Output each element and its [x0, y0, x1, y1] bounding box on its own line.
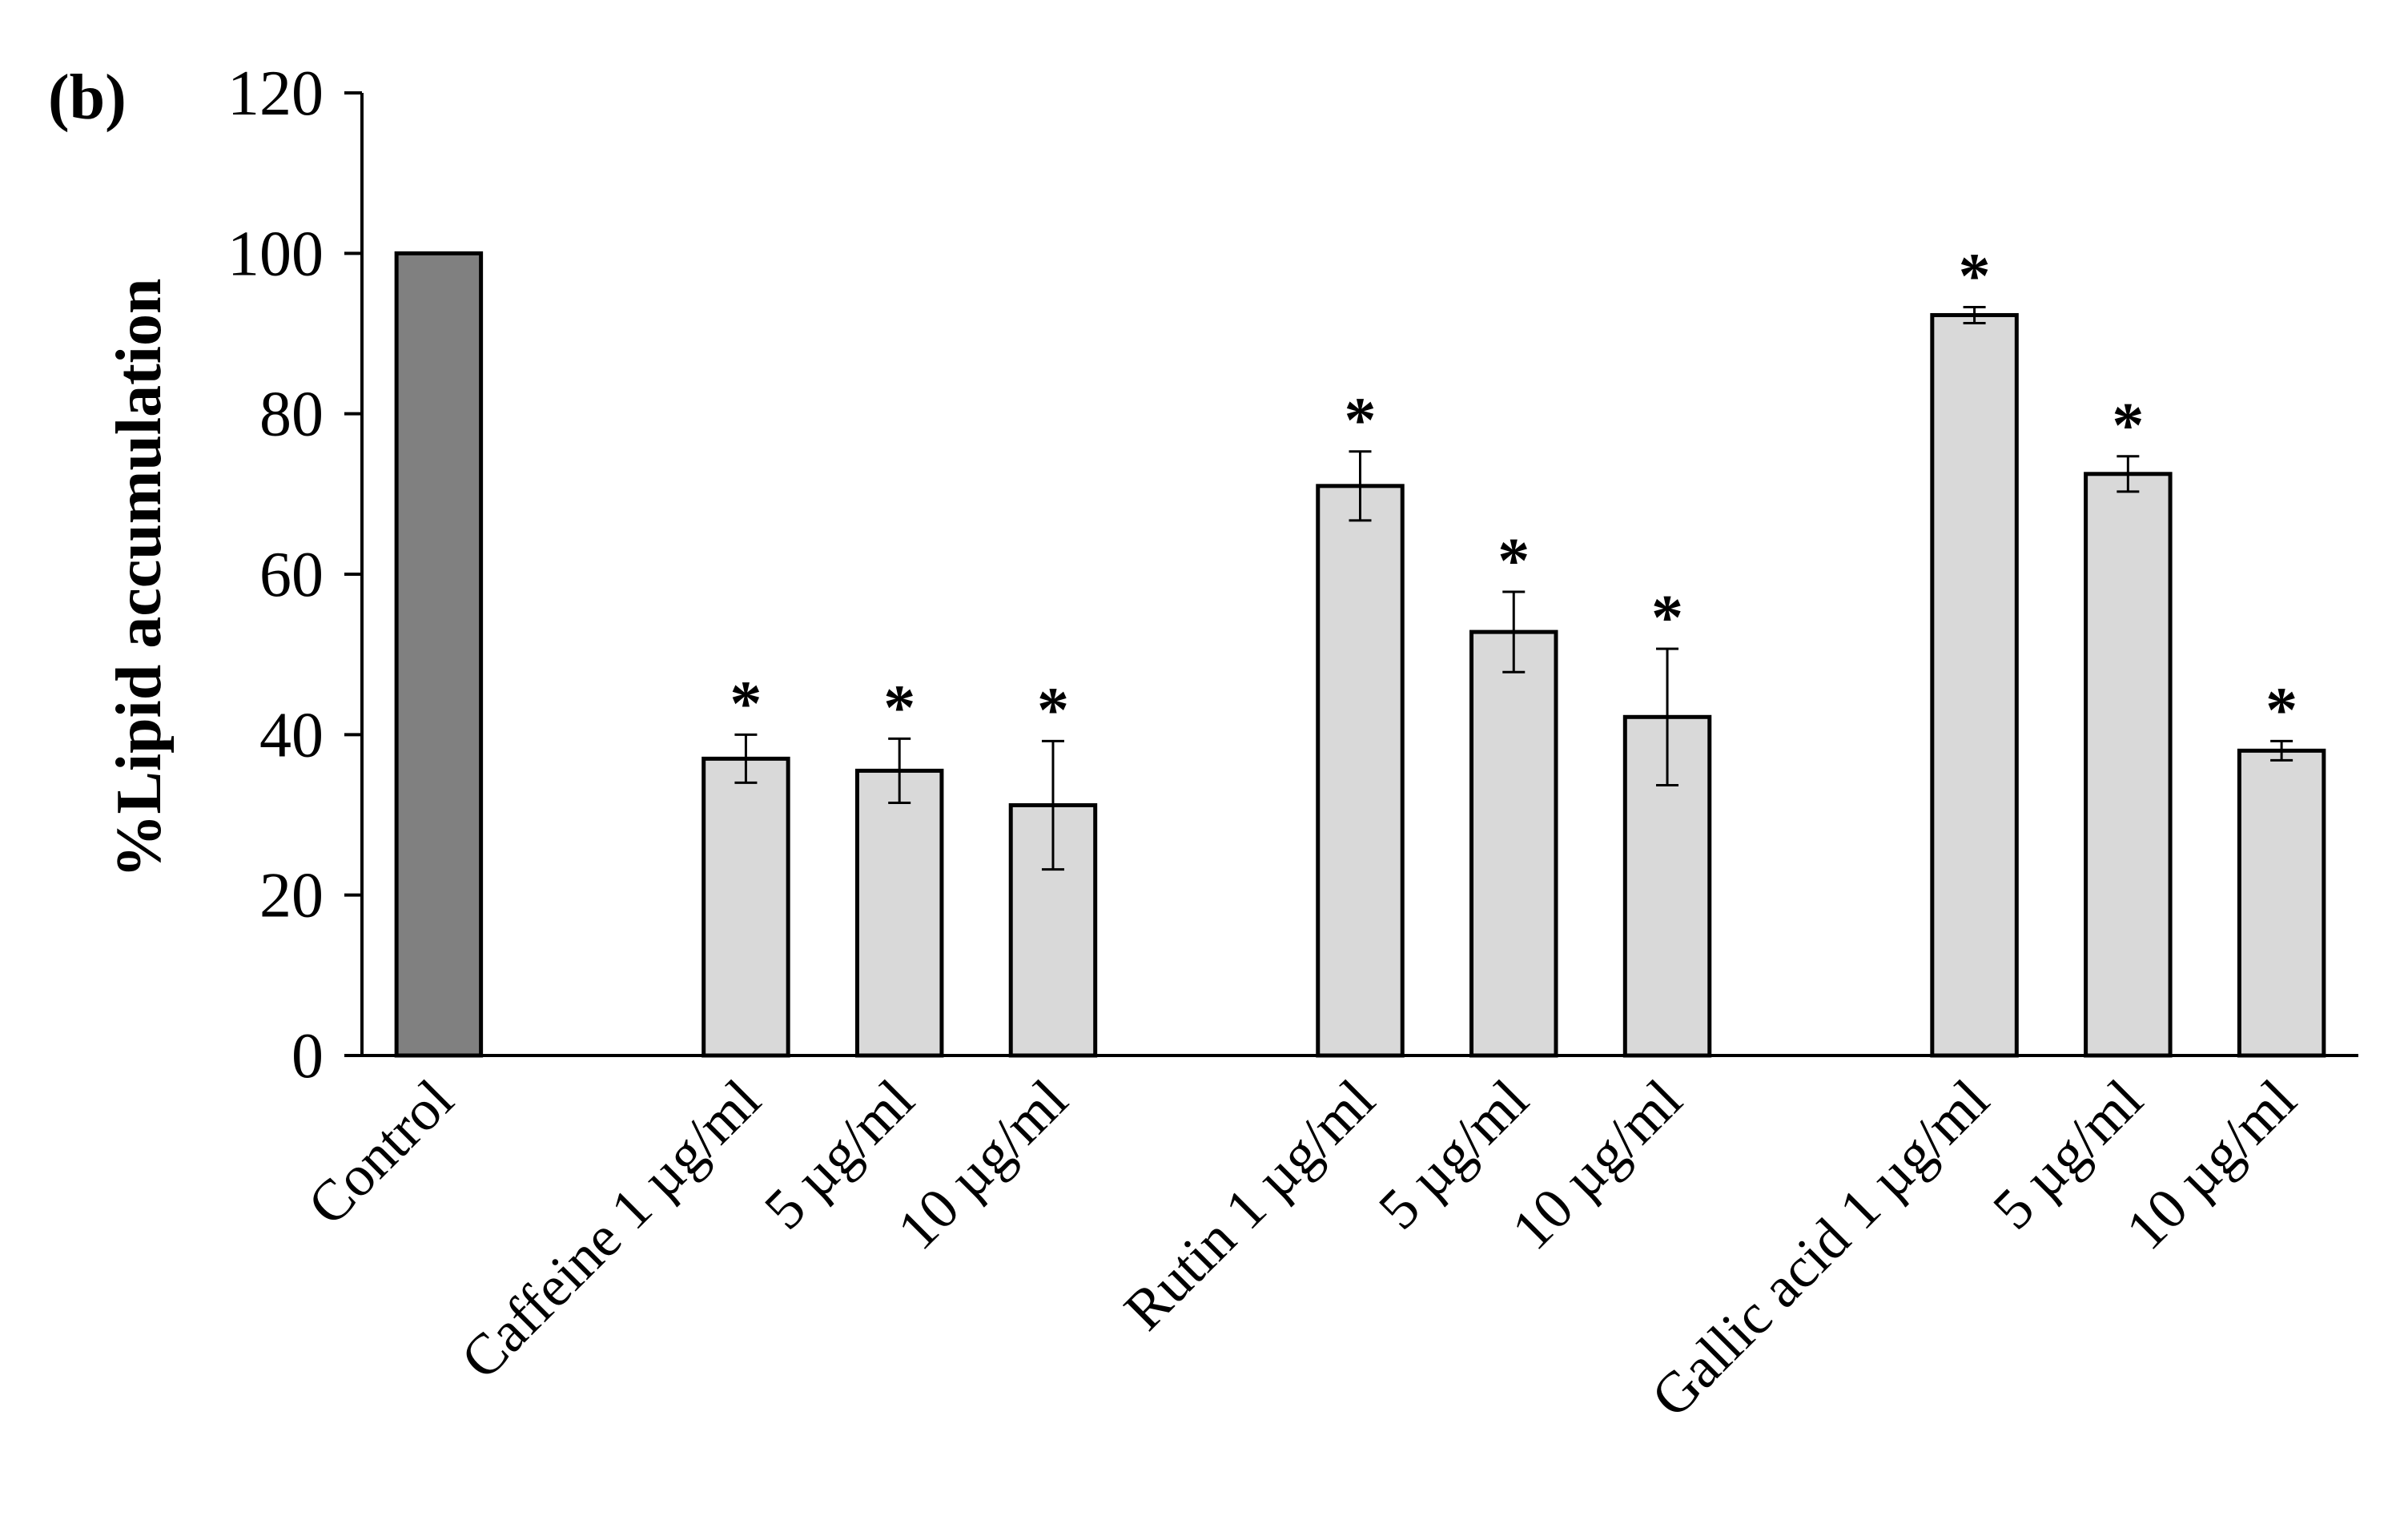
- error-bar: [1349, 450, 1372, 522]
- y-tick-label: 120: [227, 58, 324, 129]
- significance-asterisk: *: [1651, 583, 1683, 653]
- bar: [394, 251, 484, 1058]
- error-bar: [1041, 739, 1064, 871]
- error-bar: [1963, 305, 1986, 324]
- bar: [854, 768, 944, 1058]
- panel-label: (b): [48, 62, 127, 133]
- x-tick-label: Rutin 1 µg/ml: [1112, 1068, 1386, 1342]
- error-bar: [888, 737, 911, 804]
- significance-marks: * * * * * * * * *: [730, 241, 2297, 746]
- significance-asterisk: *: [730, 669, 762, 739]
- error-bar: [2117, 455, 2140, 493]
- x-tick-label: 10 µg/ml: [1499, 1068, 1694, 1262]
- y-axis-title: %Lipid accumulation: [104, 278, 175, 878]
- error-bar: [1502, 590, 1526, 674]
- error-bar: [2270, 739, 2293, 762]
- error-bars: [734, 305, 2293, 871]
- error-bar: [1656, 647, 1679, 786]
- x-tick-label: 10 µg/ml: [885, 1068, 1079, 1262]
- bar: [701, 756, 790, 1058]
- bar: [1469, 629, 1558, 1058]
- y-tick-label: 60: [259, 540, 324, 610]
- significance-asterisk: *: [2112, 391, 2144, 461]
- significance-asterisk: *: [883, 673, 915, 743]
- y-tick-label: 0: [291, 1021, 324, 1092]
- significance-asterisk: *: [1959, 241, 1991, 312]
- x-tick-label: Gallic acid 1 µg/ml: [1639, 1068, 2001, 1429]
- y-tick-label: 40: [259, 700, 324, 770]
- x-tick-label: Control: [295, 1068, 465, 1237]
- y-tick-label: 100: [227, 219, 324, 289]
- bar: [2084, 472, 2173, 1058]
- bar: [1930, 312, 2019, 1058]
- significance-asterisk: *: [1345, 386, 1377, 456]
- bar: [1316, 484, 1405, 1058]
- significance-asterisk: *: [1037, 675, 1069, 746]
- x-tick-label: Caffeine 1 µg/ml: [448, 1068, 772, 1391]
- significance-asterisk: *: [2265, 675, 2297, 746]
- y-ticks: 0 20 40 60 80 100 120: [227, 58, 362, 1092]
- y-tick-label: 20: [259, 861, 324, 931]
- bar: [2237, 748, 2326, 1058]
- significance-asterisk: *: [1497, 526, 1530, 597]
- bars: [394, 251, 2326, 1058]
- x-tick-label: 10 µg/ml: [2114, 1068, 2309, 1262]
- error-bar: [734, 733, 758, 784]
- y-tick-label: 80: [259, 380, 324, 450]
